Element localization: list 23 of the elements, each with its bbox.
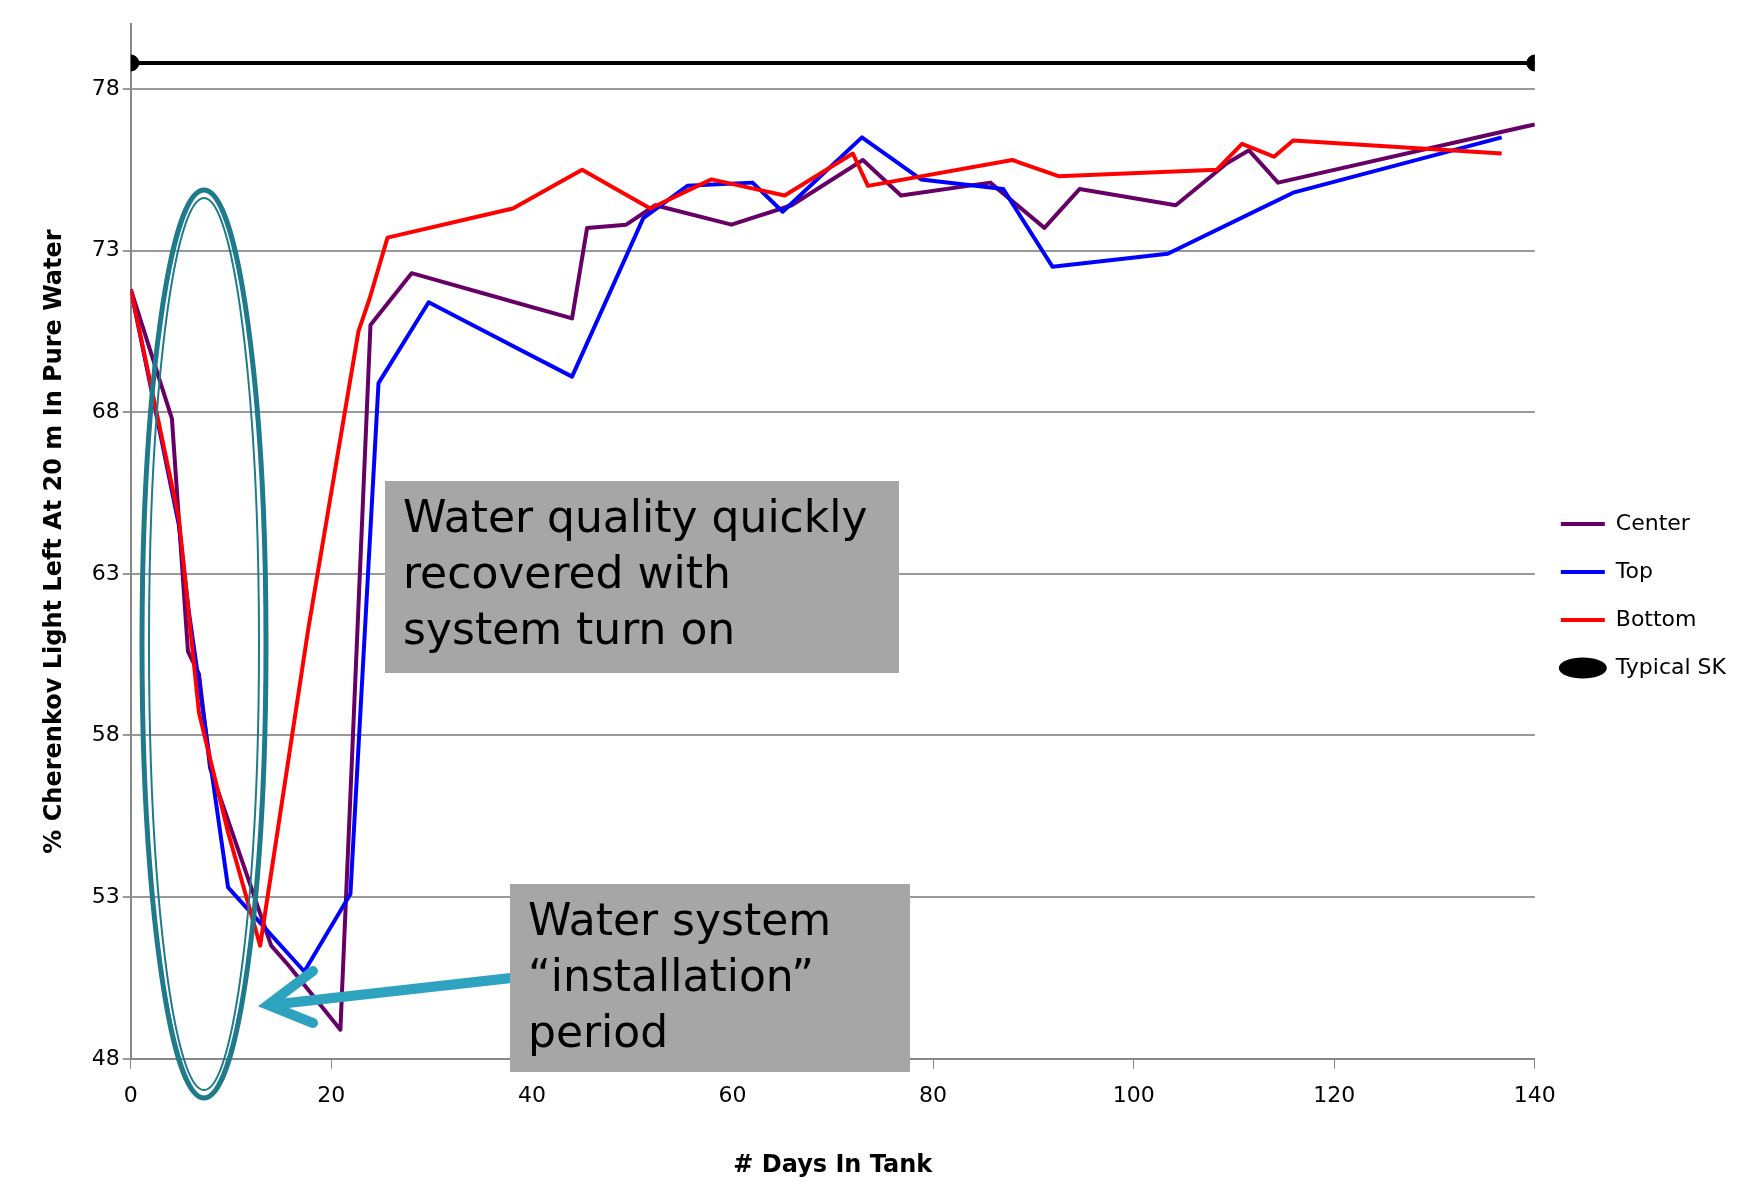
y-axis-title: % Cherenkov Light Left At 20 m In Pure Water [38, 229, 67, 854]
y-tick-label: 58 [91, 721, 120, 747]
legend-label: Top [1614, 557, 1653, 583]
x-tick-label: 0 [123, 1081, 138, 1107]
x-tick-label: 40 [517, 1081, 546, 1107]
y-tick-label: 53 [91, 882, 120, 908]
legend-label: Bottom [1615, 605, 1697, 631]
y-tick-label: 63 [91, 559, 120, 585]
annotation: Water quality quickly recovered with system turn on [385, 481, 899, 673]
x-tick-label: 20 [317, 1081, 346, 1107]
y-tick-label: 48 [91, 1044, 120, 1070]
y-tick-label: 68 [91, 397, 120, 423]
x-axis-title: # Days In Tank [733, 1149, 934, 1178]
x-tick-label: 140 [1513, 1081, 1556, 1107]
legend-label: Center [1615, 509, 1691, 535]
y-tick-label: 73 [91, 236, 120, 262]
x-tick-label: 100 [1112, 1081, 1155, 1107]
x-tick-label: 120 [1313, 1081, 1356, 1107]
annotation: Water system “installation” period [510, 884, 910, 1072]
y-tick-label: 78 [91, 74, 120, 100]
x-tick-label: 80 [919, 1081, 948, 1107]
legend-label: Typical SK [1614, 653, 1727, 679]
x-tick-label: 60 [718, 1081, 747, 1107]
